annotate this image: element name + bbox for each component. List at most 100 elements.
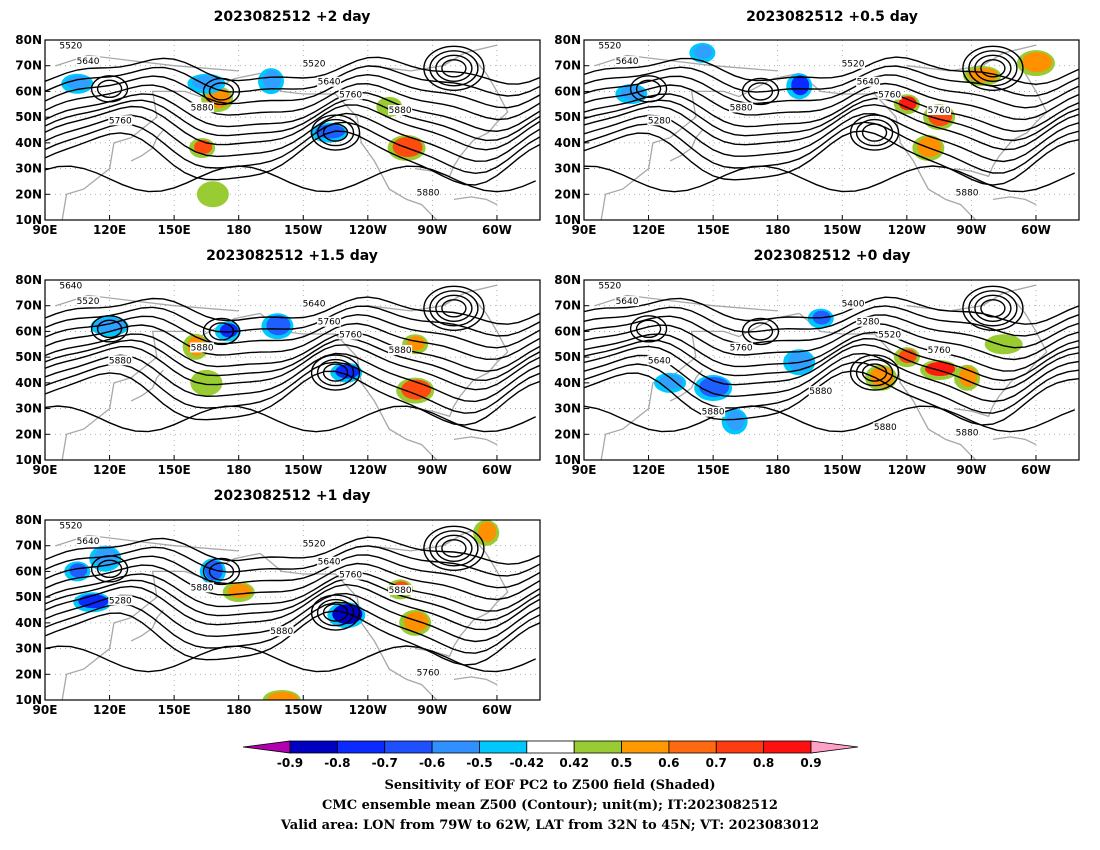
contour-label-bg bbox=[927, 105, 952, 115]
lon-tick-label: 90E bbox=[33, 463, 58, 477]
sensitivity-patch bbox=[267, 692, 298, 700]
colorbar-tick-label: -0.5 bbox=[466, 756, 492, 770]
z500-contour bbox=[45, 296, 540, 325]
sensitivity-patch bbox=[69, 563, 88, 578]
contour-label-bg bbox=[416, 667, 441, 678]
coastline bbox=[600, 312, 800, 460]
colorbar-tick-label: -0.6 bbox=[419, 756, 445, 770]
lat-tick-label: 50N bbox=[15, 590, 42, 604]
lon-tick-label: 150E bbox=[158, 703, 191, 717]
map-frame bbox=[583, 279, 1080, 461]
lat-tick-label: 20N bbox=[554, 187, 581, 201]
contour-label: 5640 bbox=[857, 78, 880, 88]
z500-closed-contour bbox=[962, 285, 1024, 331]
z500-closed-contour bbox=[435, 54, 473, 82]
contour-label: 5880 bbox=[956, 188, 979, 198]
contour-label-bg bbox=[647, 355, 672, 366]
z500-contour bbox=[584, 91, 1079, 133]
lat-tick-label: 80N bbox=[554, 273, 581, 287]
lon-tick-label: 150W bbox=[284, 703, 322, 717]
contour-label: 5880 bbox=[191, 343, 214, 353]
sensitivity-patch bbox=[94, 547, 119, 568]
contour-label-bg bbox=[58, 40, 83, 51]
sensitivity-patch bbox=[699, 377, 730, 397]
colorbar-box bbox=[289, 740, 338, 754]
z500-closed-contour bbox=[208, 82, 235, 101]
z500-contour bbox=[584, 121, 1079, 174]
colorbar-tick-label: -0.7 bbox=[372, 756, 398, 770]
lat-tick-label: 70N bbox=[15, 299, 42, 313]
contour-label-bg bbox=[58, 280, 83, 291]
lat-tick-label: 30N bbox=[15, 642, 42, 656]
z500-closed-contour bbox=[747, 322, 774, 341]
z500-contour bbox=[45, 545, 540, 577]
z500-closed-contour bbox=[310, 594, 361, 631]
lat-tick-label: 60N bbox=[554, 324, 581, 338]
contour-label: 5760 bbox=[339, 91, 362, 101]
lat-tick-label: 10N bbox=[554, 213, 581, 227]
contour-label: 5760 bbox=[318, 318, 341, 328]
contour-label: 5640 bbox=[318, 558, 341, 568]
lat-tick-label: 80N bbox=[15, 273, 42, 287]
contour-label-bg bbox=[317, 316, 342, 327]
coastline bbox=[992, 196, 1037, 206]
z500-closed-contour bbox=[429, 530, 479, 567]
lon-tick-label: 60W bbox=[482, 703, 512, 717]
colorbar-box bbox=[526, 740, 575, 754]
lat-tick-label: 70N bbox=[15, 59, 42, 73]
colorbar-tick-label: 0.5 bbox=[611, 756, 632, 770]
lon-tick-label: 180 bbox=[765, 223, 790, 237]
lat-tick-label: 50N bbox=[15, 110, 42, 124]
contour-label: 5880 bbox=[417, 188, 440, 198]
z500-closed-contour bbox=[861, 123, 888, 142]
panel-title: 2023082512 +0.5 day bbox=[746, 9, 918, 25]
z500-closed-contour bbox=[423, 285, 485, 331]
z500-closed-contour bbox=[968, 50, 1018, 87]
z500-contour bbox=[45, 337, 540, 382]
lon-tick-label: 120W bbox=[888, 223, 926, 237]
coastline bbox=[259, 312, 438, 460]
lat-tick-label: 40N bbox=[15, 616, 42, 630]
colorbar-tick-label: 0.7 bbox=[706, 756, 727, 770]
map-panel-plus-1-5-day: 2023082512 +1.5 day 5640 5520 5640 5760 5760… bbox=[15, 248, 541, 477]
contour-label-bg bbox=[76, 296, 101, 307]
z500-closed-contour bbox=[310, 354, 361, 391]
caption-line-1: Sensitivity of EOF PC2 to Z500 field (Sh… bbox=[384, 778, 715, 793]
z500-closed-contour bbox=[316, 118, 355, 147]
z500-contour bbox=[45, 313, 540, 349]
contour-label-bg bbox=[388, 105, 413, 115]
z500-contour bbox=[584, 337, 1079, 382]
coastline bbox=[798, 72, 977, 220]
z500-contour bbox=[584, 65, 1079, 97]
contour-label: 5880 bbox=[730, 103, 753, 113]
contour-label-bg bbox=[927, 345, 952, 355]
caption: Sensitivity of EOF PC2 to Z500 field (Sh… bbox=[280, 778, 819, 833]
sensitivity-patch bbox=[694, 44, 713, 59]
contour-label: 5520 bbox=[59, 522, 82, 532]
z500-closed-contour bbox=[855, 118, 894, 147]
map-panel-plus-0-day: 2023082512 +0 day 5520 5640 5400 5280 5520 56… bbox=[554, 248, 1080, 477]
map-frame bbox=[44, 39, 541, 221]
contour-label-bg bbox=[955, 187, 980, 198]
contour-label-bg bbox=[338, 329, 363, 340]
map-panel-plus-0-5-day: 2023082512 +0.5 day 5520 5640 5520 5640 5760… bbox=[554, 9, 1080, 237]
z500-contour bbox=[45, 405, 536, 433]
coastline bbox=[415, 300, 509, 418]
colorbar-right-triangle bbox=[810, 740, 859, 754]
lon-tick-label: 60W bbox=[1021, 223, 1051, 237]
contour-label: 5520 bbox=[598, 42, 621, 52]
z500-closed-contour bbox=[96, 79, 123, 99]
map-plot-area: 5640 5520 5640 5760 5760 5880 5880 5880 90E 120E 1… bbox=[15, 273, 541, 477]
colorbar-tick-label: -0.9 bbox=[277, 756, 303, 770]
z500-contour bbox=[584, 314, 1079, 349]
z500-closed-contour bbox=[322, 603, 349, 622]
z500-closed-contour bbox=[741, 317, 780, 346]
colorbar-tick-label: -0.8 bbox=[324, 756, 350, 770]
caption-line-2: CMC ensemble mean Z500 (Contour); unit(m… bbox=[322, 798, 778, 813]
contour-label-bg bbox=[877, 89, 902, 100]
z500-closed-contour bbox=[980, 299, 1006, 318]
lat-tick-label: 70N bbox=[15, 539, 42, 553]
z500-contour bbox=[584, 405, 1075, 433]
contour-label: 5280 bbox=[857, 318, 880, 328]
contour-label-bg bbox=[615, 56, 640, 67]
